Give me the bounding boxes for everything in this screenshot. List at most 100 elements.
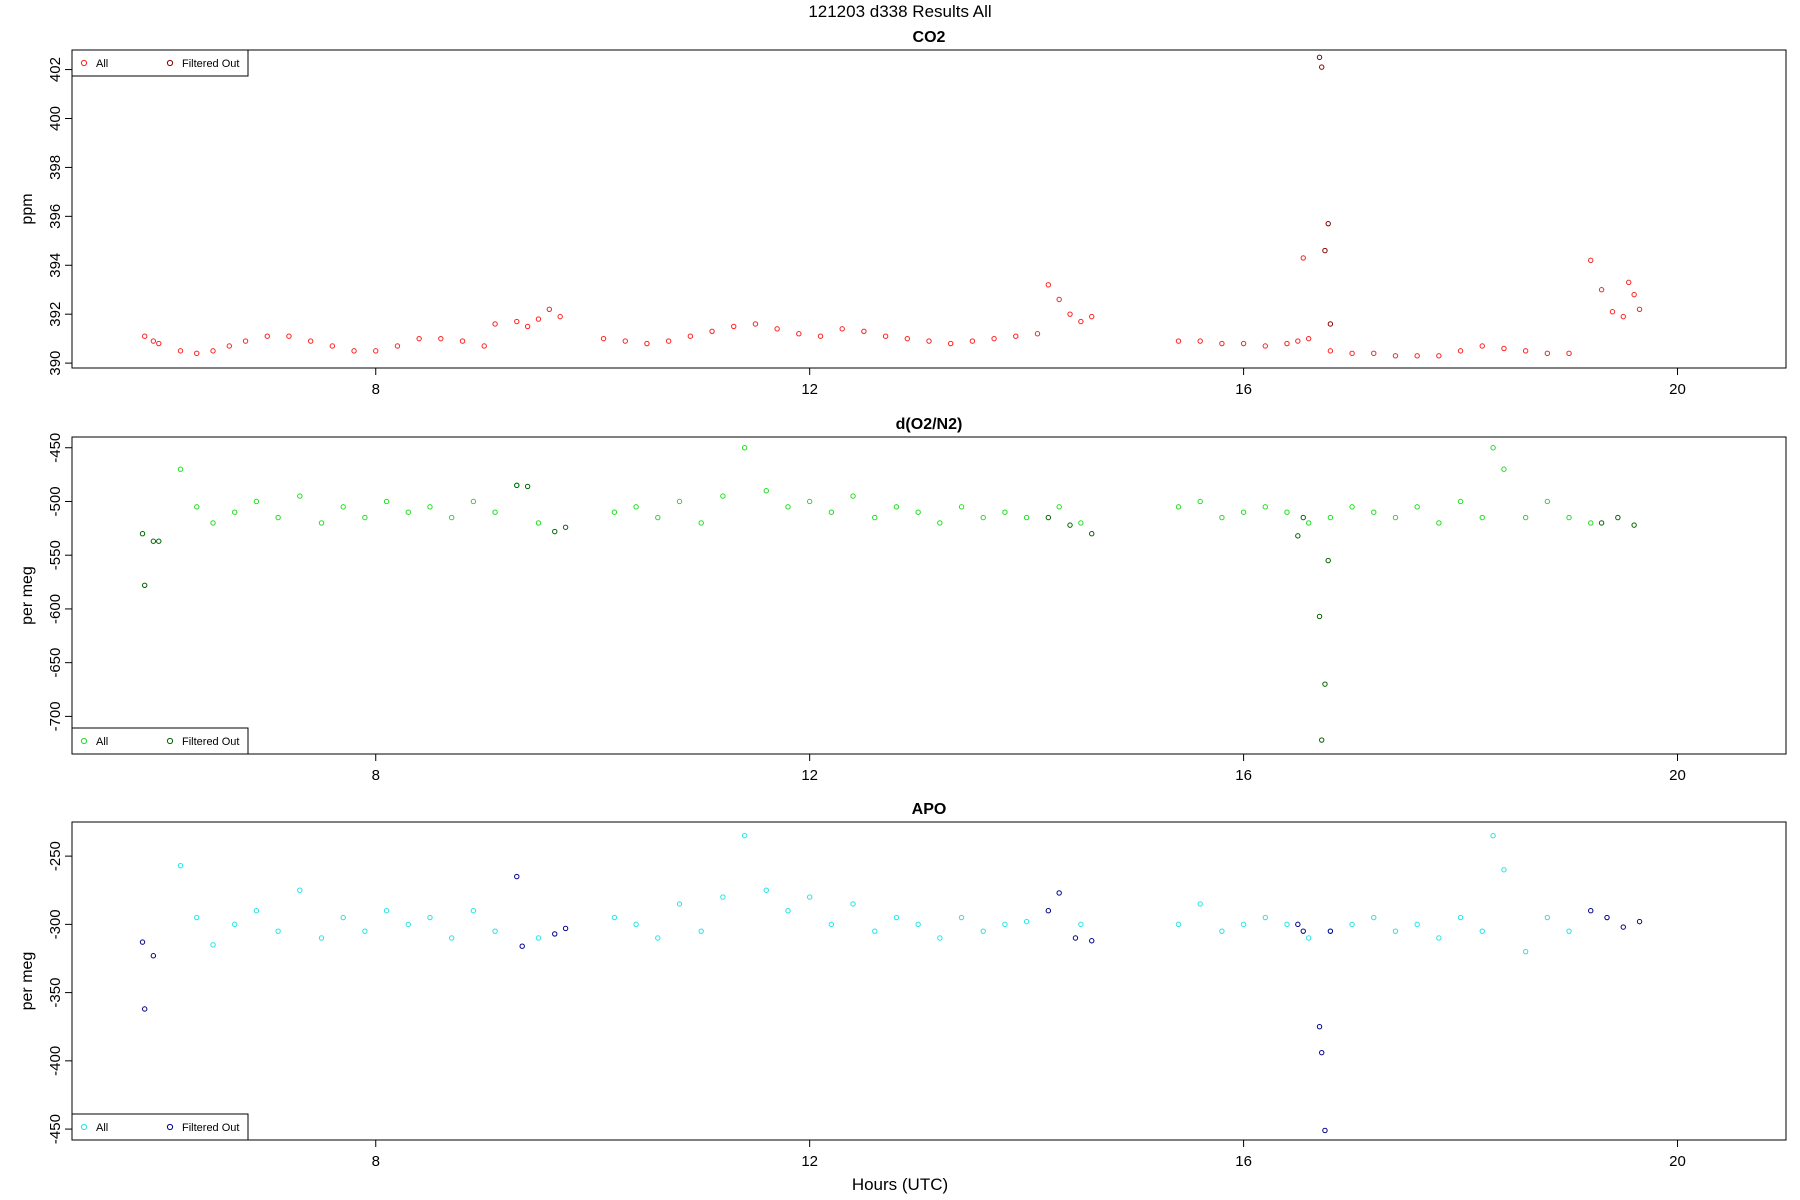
data-point [1219, 514, 1225, 521]
data-point [774, 326, 780, 332]
data-point [1295, 921, 1301, 928]
x-tick-label: 8 [372, 381, 380, 398]
data-point [785, 504, 791, 510]
legend-label: All [96, 1122, 108, 1134]
data-point [980, 514, 986, 521]
data-point [470, 498, 477, 505]
data-point [210, 942, 216, 948]
legend-marker [166, 737, 174, 745]
data-point [1056, 296, 1062, 303]
data-point [1457, 348, 1464, 354]
data-point [1620, 313, 1626, 320]
data-point [644, 340, 650, 347]
data-point [524, 323, 531, 330]
panel-title: d(O2/N2) [896, 416, 963, 433]
data-point [1325, 220, 1331, 227]
data-point [1636, 918, 1643, 925]
data-point [1089, 531, 1095, 537]
data-point [557, 313, 563, 320]
data-point [1197, 338, 1203, 344]
y-tick-label: -450 [47, 433, 64, 463]
data-point [1078, 318, 1084, 325]
data-point [1327, 321, 1334, 327]
data-point [1392, 928, 1399, 934]
data-point [785, 908, 791, 914]
plot-frame [71, 821, 1787, 1141]
data-point [698, 520, 704, 526]
data-point [1327, 514, 1334, 521]
data-point [1457, 498, 1464, 505]
data-point [340, 914, 346, 921]
data-point [882, 333, 889, 339]
data-point [1522, 514, 1529, 521]
data-point [1002, 921, 1008, 928]
data-point [741, 832, 748, 839]
data-point [150, 338, 157, 344]
data-point [535, 935, 542, 941]
data-point [1072, 935, 1079, 941]
legend-label: All [96, 58, 108, 70]
data-point [1284, 340, 1290, 347]
data-point [1598, 520, 1605, 526]
data-point [861, 328, 867, 335]
data-point [307, 338, 314, 344]
data-point [1501, 466, 1507, 472]
x-tick-label: 20 [1669, 1153, 1686, 1170]
data-point [1316, 613, 1323, 620]
data-point [1262, 914, 1268, 921]
data-point [937, 935, 943, 941]
data-point [562, 925, 569, 932]
data-point [893, 914, 900, 921]
data-point [448, 514, 455, 521]
data-point [720, 894, 726, 900]
data-point [242, 338, 249, 344]
data-point [1457, 914, 1464, 921]
data-point [611, 914, 618, 921]
data-point [405, 921, 411, 928]
panel-2: d(O2/N2) per meg 8 12 16 20 -450 -500 -550 -600 -6… [19, 416, 1787, 784]
legend-marker [80, 1123, 88, 1131]
data-point [318, 935, 325, 941]
data-point [1349, 504, 1355, 510]
data-point [1544, 498, 1551, 505]
x-tick-label: 16 [1235, 767, 1252, 784]
data-point [915, 921, 921, 928]
x-tick-label: 16 [1235, 1153, 1252, 1170]
data-point [139, 531, 146, 537]
data-point [1175, 504, 1182, 510]
data-point [141, 333, 148, 339]
data-point [1067, 522, 1073, 528]
data-point [806, 894, 813, 900]
data-point [427, 914, 433, 921]
data-point [1588, 520, 1594, 526]
data-point [562, 524, 569, 530]
data-point [1479, 514, 1485, 521]
legend-box [71, 727, 249, 755]
data-point [286, 333, 292, 339]
data-point [535, 520, 542, 526]
data-point [1479, 928, 1485, 934]
data-point [514, 482, 520, 489]
data-point [1501, 345, 1507, 352]
legend-marker [166, 59, 174, 67]
y-axis-label: ppm [19, 193, 36, 224]
data-point [1636, 306, 1643, 312]
y-tick-label: -500 [47, 486, 64, 516]
figure-title: 121203 d338 Results All [808, 2, 992, 21]
data-point [1392, 353, 1399, 359]
x-tick-label: 12 [801, 767, 818, 784]
data-point [514, 318, 520, 325]
data-point [1305, 935, 1312, 941]
y-tick-label: 394 [47, 253, 64, 278]
y-tick-label: 392 [47, 302, 64, 327]
data-point [1316, 1024, 1323, 1030]
data-point [438, 335, 444, 342]
y-tick-label: -600 [47, 594, 64, 624]
data-point [362, 514, 368, 521]
data-point [763, 887, 769, 893]
data-point [1588, 908, 1594, 914]
data-point [546, 306, 553, 312]
data-point [655, 935, 661, 941]
data-point [552, 931, 558, 937]
data-point [1436, 935, 1442, 941]
